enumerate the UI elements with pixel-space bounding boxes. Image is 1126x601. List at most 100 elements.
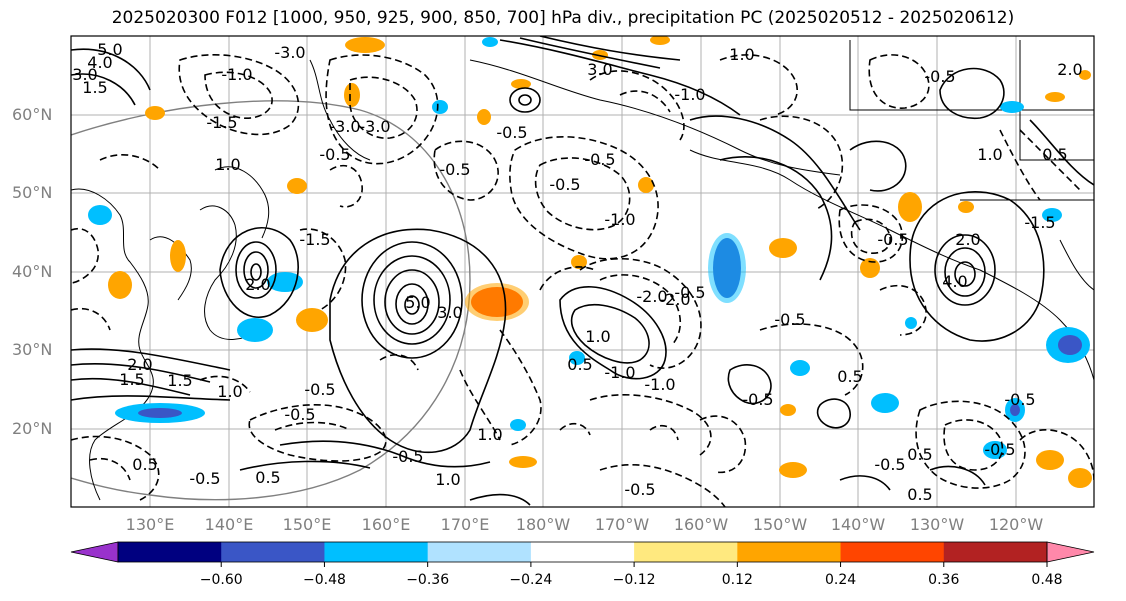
lon-tick-label: 160°W [673, 515, 729, 534]
shade-blob [511, 79, 531, 89]
shade-blob [477, 109, 491, 125]
colorbar-segment [324, 542, 429, 562]
contour-label: -1.0 [221, 65, 252, 84]
shade-blob [958, 201, 974, 213]
contour-label: -3.0 [329, 117, 360, 136]
shade-blob [871, 393, 899, 413]
shade-blob [1079, 70, 1091, 80]
contours-positive [71, 36, 1094, 506]
contour-label: 1.0 [435, 470, 460, 489]
colorbar-segment [737, 542, 842, 562]
contour-label: -0.5 [392, 447, 423, 466]
contour-label: -0.5 [742, 390, 773, 409]
contour-label: -0.5 [674, 283, 705, 302]
contour-label: 1.0 [215, 155, 240, 174]
contour-label: -1.0 [604, 210, 635, 229]
contour-label: -1.0 [644, 375, 675, 394]
contour-label: 1.0 [585, 327, 610, 346]
lon-tick-label: 150°E [282, 515, 332, 534]
contour-label: 3.0 [587, 60, 612, 79]
lon-tick-label: 160°E [361, 515, 411, 534]
shade-blob [708, 233, 746, 303]
shade-blob [571, 255, 587, 269]
colorbar-segment [118, 542, 222, 562]
contour-label: -0.5 [584, 150, 615, 169]
shade-blob [1045, 92, 1065, 102]
graticule [71, 36, 1094, 507]
contour-label: 0.5 [132, 455, 157, 474]
shade-blob [780, 404, 796, 416]
contour-label: 1.0 [977, 145, 1002, 164]
contour-label: 3.0 [437, 303, 462, 322]
shade-blob [170, 240, 186, 272]
shade-blob [1036, 450, 1064, 470]
colorbar-extend-high [1046, 541, 1095, 563]
lon-tick-label: 140°W [830, 515, 886, 534]
contour-label: -1.0 [674, 85, 705, 104]
shade-blob [898, 192, 922, 222]
colorbar-segment [530, 542, 635, 562]
colorbar-tick-label: 0.48 [1031, 572, 1063, 588]
contour-label: -0.5 [984, 440, 1015, 459]
shade-blob [482, 37, 498, 47]
shade-blob [790, 360, 810, 376]
chart-title: 2025020300 F012 [1000, 950, 925, 900, 85… [111, 8, 1015, 28]
contour-label: -2.0 [636, 287, 667, 306]
contour-label: -0.5 [319, 145, 350, 164]
contour-label: 2.0 [127, 355, 152, 374]
shade-blob [650, 36, 670, 45]
precipitation-shading [88, 36, 1092, 488]
colorbar-tick-label: −0.24 [509, 572, 553, 588]
contour-label: -0.5 [1004, 390, 1035, 409]
shade-blob [296, 308, 328, 332]
contour-label: -0.5 [874, 455, 905, 474]
shade-blob [905, 317, 917, 329]
colorbar-tick-label: −0.48 [302, 572, 346, 588]
contour-label: 1.0 [729, 45, 754, 64]
colorbar [70, 541, 1095, 567]
colorbar-segment [427, 542, 532, 562]
contour-label: 5.0 [97, 40, 122, 59]
contour-label: -2.0 [659, 290, 690, 309]
shade-blob [345, 37, 385, 53]
contour-label: 0.5 [757, 15, 782, 34]
contour-label: 0.5 [907, 445, 932, 464]
contour-label: -1.5 [206, 113, 237, 132]
shade-blob [638, 177, 654, 193]
contour-label: -0.5 [439, 160, 470, 179]
colorbar-tick-label: −0.60 [199, 572, 243, 588]
lon-tick-label: 140°E [204, 515, 254, 534]
colorbar-tick-label: 0.24 [824, 572, 857, 588]
shade-blob [145, 106, 165, 120]
shade-blob [432, 100, 448, 114]
shade-blob [1068, 468, 1092, 488]
shade-blob [1058, 335, 1082, 355]
contour-label: -0.5 [189, 469, 220, 488]
shade-blob [237, 318, 273, 342]
contour-label: -0.5 [624, 480, 655, 499]
colorbar-segment [840, 542, 945, 562]
contour-label: -0.5 [304, 380, 335, 399]
colorbar-extend-low [70, 541, 119, 563]
colorbar-tick-label: −0.12 [612, 572, 656, 588]
contour-label: -0.5 [496, 123, 527, 142]
contour-label: 1.0 [217, 382, 242, 401]
lat-tick-label: 30°N [12, 340, 53, 359]
lon-tick-label: 130°W [909, 515, 965, 534]
shade-blob [108, 271, 132, 299]
contour-label: -0.5 [284, 405, 315, 424]
lon-tick-label: 130°E [125, 515, 175, 534]
shade-blob [510, 419, 526, 431]
shade-blob [779, 462, 807, 478]
reference-curve [71, 100, 471, 501]
shade-blob [138, 408, 182, 418]
contour-label: -1.0 [604, 363, 635, 382]
contour-label: 5.0 [405, 293, 430, 312]
shade-blob [1010, 404, 1020, 416]
contour-label: 2.0 [1057, 60, 1082, 79]
lon-tick-label: 120°W [988, 515, 1044, 534]
plot-frame [70, 35, 1095, 508]
contour-label: 0.5 [907, 485, 932, 504]
contour-label: -1.5 [299, 230, 330, 249]
